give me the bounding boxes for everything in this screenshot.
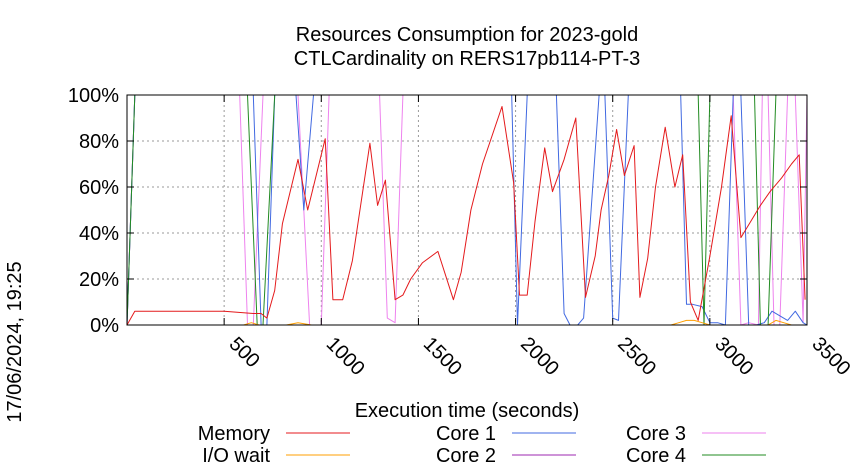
legend-label-core-4: Core 4 (626, 445, 686, 467)
chart-subtitle: CTLCardinality on RERS17pb114-PT-3 (294, 48, 640, 70)
y-tick-label: 60% (79, 177, 119, 199)
series-line-core-4 (126, 94, 807, 326)
timestamp-label: 17/06/2024, 19:25 (4, 261, 26, 422)
legend-label-i-o-wait: I/O wait (202, 445, 270, 467)
y-tick-label: 40% (79, 223, 119, 245)
x-tick-label: 500 (225, 333, 264, 372)
x-tick-label: 2500 (613, 333, 660, 380)
x-tick-label: 1500 (419, 333, 466, 380)
y-tick-label: 100% (68, 85, 119, 107)
legend-label-memory: Memory (198, 423, 270, 445)
legend-label-core-3: Core 3 (626, 423, 686, 445)
x-tick-label: 3500 (807, 333, 850, 380)
x-tick-label: 2000 (516, 333, 563, 380)
y-tick-label: 0% (90, 315, 119, 337)
x-tick-label: 1000 (322, 333, 369, 380)
y-tick-label: 80% (79, 131, 119, 153)
plot-frame (126, 94, 808, 326)
series-layer (126, 94, 808, 326)
series-line-memory (126, 106, 806, 326)
y-tick-label: 20% (79, 269, 119, 291)
x-tick-label: 3000 (710, 333, 757, 380)
chart-title: Resources Consumption for 2023-gold (296, 24, 638, 46)
legend-label-core-1: Core 1 (436, 423, 496, 445)
x-axis-label: Execution time (seconds) (355, 400, 580, 422)
series-line-i-o-wait (127, 319, 807, 326)
legend-label-core-2: Core 2 (436, 445, 496, 467)
